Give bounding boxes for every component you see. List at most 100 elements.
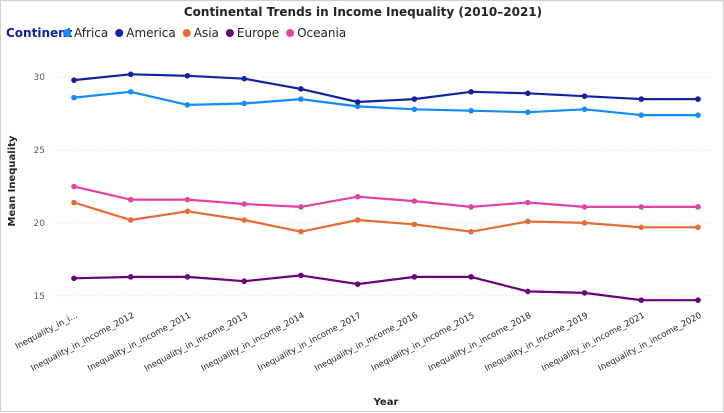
x-tick-label: Inequality_in_income_2013 <box>143 311 250 374</box>
data-point-america[interactable] <box>71 77 77 83</box>
data-point-africa[interactable] <box>638 112 645 118</box>
x-tick-label: Inequality_in_income_2016 <box>313 311 420 374</box>
series-line-oceania <box>73 185 698 208</box>
data-point-oceania[interactable] <box>468 204 474 210</box>
data-point-africa[interactable] <box>354 103 361 110</box>
x-axis-title: Year <box>373 397 399 408</box>
data-point-africa[interactable] <box>184 102 191 108</box>
data-point-asia[interactable] <box>241 217 247 223</box>
data-point-oceania[interactable] <box>411 198 418 204</box>
data-point-africa[interactable] <box>241 100 247 107</box>
data-point-africa[interactable] <box>581 106 588 113</box>
data-point-america[interactable] <box>354 99 361 105</box>
legend-marker-africa <box>63 29 71 37</box>
data-point-europe[interactable] <box>241 278 247 285</box>
legend-label-asia[interactable]: Asia <box>194 26 219 40</box>
data-point-europe[interactable] <box>298 272 304 279</box>
data-point-africa[interactable] <box>127 89 134 95</box>
legend-label-africa[interactable]: Africa <box>74 26 108 40</box>
data-point-europe[interactable] <box>354 281 361 287</box>
data-point-oceania[interactable] <box>525 199 531 206</box>
y-axis-title: Mean Inequality <box>7 135 18 226</box>
y-tick-label: 20 <box>34 219 46 229</box>
data-point-europe[interactable] <box>127 274 134 280</box>
data-point-asia[interactable] <box>298 228 304 235</box>
data-point-africa[interactable] <box>71 94 77 101</box>
data-point-africa[interactable] <box>695 112 701 118</box>
data-point-america[interactable] <box>184 72 191 79</box>
data-point-asia[interactable] <box>411 221 418 228</box>
data-point-oceania[interactable] <box>695 204 701 210</box>
data-point-america[interactable] <box>241 75 247 82</box>
x-tick-label: Inequality_in_income_2014 <box>200 311 307 374</box>
data-point-europe[interactable] <box>638 297 645 303</box>
data-point-america[interactable] <box>127 71 134 78</box>
y-tick-label: 25 <box>34 146 45 156</box>
data-point-oceania[interactable] <box>354 193 361 200</box>
data-point-america[interactable] <box>581 93 588 99</box>
y-axis-ticks: 15 20 25 30 <box>34 73 46 302</box>
data-point-europe[interactable] <box>411 274 418 280</box>
data-point-africa[interactable] <box>525 109 531 115</box>
data-point-oceania[interactable] <box>71 183 77 190</box>
data-point-oceania[interactable] <box>638 204 645 210</box>
data-point-america[interactable] <box>411 96 418 102</box>
series-line-america <box>73 73 698 104</box>
legend-label-oceania[interactable]: Oceania <box>297 26 346 40</box>
x-tick-label: Inequality_in_income_2020 <box>597 311 704 374</box>
y-tick-label: 15 <box>34 292 45 302</box>
series-oceania <box>71 183 701 210</box>
series-line-asia <box>73 201 698 233</box>
data-point-america[interactable] <box>695 96 701 102</box>
data-point-asia[interactable] <box>71 199 77 206</box>
series-line-africa <box>73 90 698 117</box>
data-point-europe[interactable] <box>71 275 77 282</box>
series-america <box>71 71 701 105</box>
data-point-oceania[interactable] <box>298 204 304 210</box>
data-point-europe[interactable] <box>525 288 531 295</box>
x-tick-label: Inequality_in_income_2018 <box>427 311 534 374</box>
series-europe <box>71 272 701 303</box>
data-point-africa[interactable] <box>411 106 418 113</box>
data-point-asia[interactable] <box>638 224 645 231</box>
data-point-africa[interactable] <box>298 96 304 102</box>
data-point-oceania[interactable] <box>184 196 191 203</box>
data-point-asia[interactable] <box>468 228 474 235</box>
data-point-asia[interactable] <box>525 218 531 225</box>
series-line-europe <box>73 274 698 302</box>
legend-label-europe[interactable]: Europe <box>237 26 279 40</box>
x-tick-label: Inequality_in_income_2017 <box>256 311 363 374</box>
legend-marker-europe <box>225 29 234 37</box>
data-point-oceania[interactable] <box>127 196 134 203</box>
data-point-america[interactable] <box>468 89 474 95</box>
legend-marker-america <box>115 29 124 37</box>
series-layer <box>71 71 701 303</box>
series-africa <box>71 89 701 118</box>
x-tick-label: Inequality_in_income_2015 <box>370 311 477 374</box>
data-point-asia[interactable] <box>581 220 588 226</box>
data-point-africa[interactable] <box>468 107 474 114</box>
data-point-asia[interactable] <box>184 208 191 215</box>
series-asia <box>71 199 701 235</box>
data-point-america[interactable] <box>638 96 645 102</box>
gridlines <box>53 76 713 297</box>
legend-label-america[interactable]: America <box>126 26 176 40</box>
data-point-europe[interactable] <box>184 274 191 280</box>
data-point-oceania[interactable] <box>581 204 588 210</box>
data-point-europe[interactable] <box>468 274 474 280</box>
data-point-america[interactable] <box>298 86 304 92</box>
data-point-oceania[interactable] <box>241 201 247 207</box>
data-point-europe[interactable] <box>581 290 588 296</box>
legend-title: Continent <box>6 26 73 40</box>
x-tick-label: Inequality_in_income_2021 <box>540 311 647 374</box>
legend-marker-asia <box>182 29 191 37</box>
y-tick-label: 30 <box>34 73 46 83</box>
data-point-asia[interactable] <box>354 217 361 223</box>
data-point-america[interactable] <box>525 90 531 97</box>
data-point-asia[interactable] <box>695 224 701 231</box>
data-point-europe[interactable] <box>695 297 701 303</box>
data-point-asia[interactable] <box>127 217 134 223</box>
x-tick-label: Inequality_in_income_2012 <box>29 311 136 374</box>
